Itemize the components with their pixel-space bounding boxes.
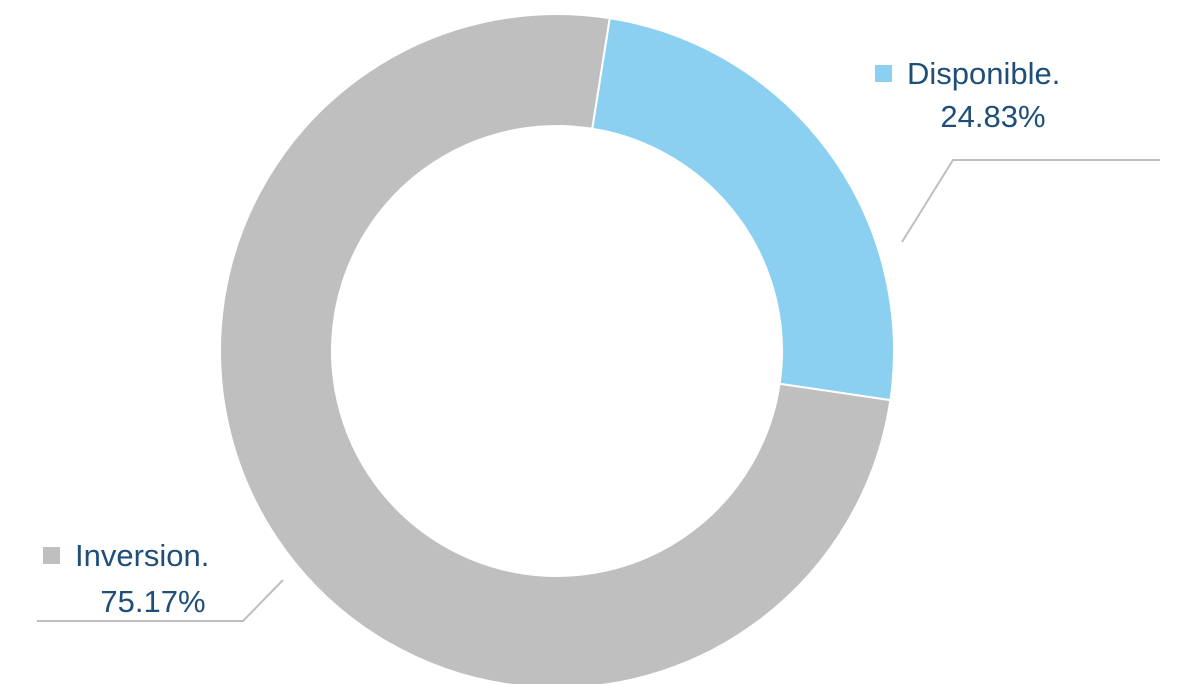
donut-slice-inversion xyxy=(219,13,892,684)
slice-value-disponible: 24.83% xyxy=(940,99,1045,134)
donut-slices xyxy=(219,13,895,684)
donut-slice-disponible xyxy=(591,17,895,402)
legend-swatch-disponible xyxy=(875,65,892,82)
slice-name-disponible: Disponible. xyxy=(907,56,1060,91)
leader-line-disponible xyxy=(901,159,1160,243)
label-inversion: Inversion. 75.17% xyxy=(37,538,284,622)
slice-name-inversion: Inversion. xyxy=(75,538,209,573)
label-disponible: Disponible. 24.83% xyxy=(875,56,1160,243)
slice-value-inversion: 75.17% xyxy=(100,584,205,619)
legend-swatch-inversion xyxy=(43,547,60,564)
leader-line-inversion xyxy=(37,579,284,622)
